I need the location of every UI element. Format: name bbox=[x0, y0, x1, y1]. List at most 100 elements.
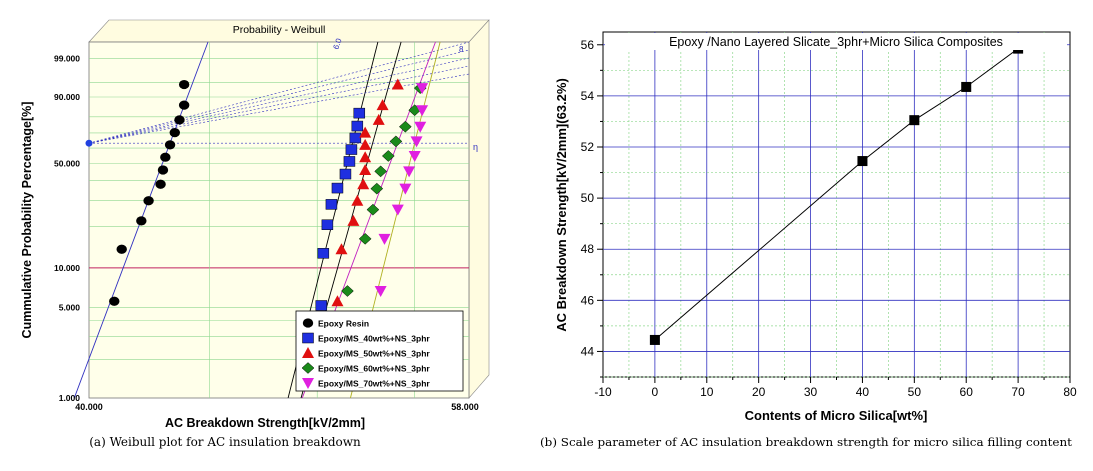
weibull-legend-marker bbox=[302, 378, 314, 389]
weibull-y-tick-labels: 1.000 5.000 10.000 50.000 90.000 99.000 bbox=[54, 54, 80, 403]
line-title-bg bbox=[605, 33, 1067, 50]
line-x-tick-label: 50 bbox=[908, 385, 922, 399]
weibull-point bbox=[351, 194, 364, 206]
weibull-y-tick-label: 90.000 bbox=[54, 92, 80, 102]
weibull-data-points bbox=[109, 78, 429, 311]
weibull-point bbox=[398, 120, 412, 133]
weibull-point bbox=[345, 144, 358, 155]
weibull-point bbox=[178, 100, 190, 110]
weibull-grid bbox=[89, 42, 469, 398]
weibull-point bbox=[414, 121, 427, 133]
line-title: Epoxy /Nano Layered Slicate_3phr+Micro S… bbox=[669, 35, 1003, 49]
line-y-axis-label: AC Breakdown Strength[kV/2mm](63.2%) bbox=[554, 78, 569, 332]
weibull-point bbox=[359, 138, 372, 150]
weibull-legend-label: Epoxy/MS_50wt%+NS_3phr bbox=[318, 349, 430, 359]
weibull-eta-origin-dot bbox=[85, 139, 93, 147]
weibull-point bbox=[349, 132, 362, 144]
weibull-point bbox=[347, 214, 360, 226]
weibull-point bbox=[155, 179, 166, 189]
weibull-point bbox=[169, 128, 180, 138]
weibull-point bbox=[315, 300, 328, 311]
weibull-point bbox=[116, 244, 127, 254]
line-x-tick-label: 80 bbox=[1063, 385, 1077, 399]
weibull-eta-ref-line bbox=[88, 41, 470, 144]
weibull-point bbox=[366, 203, 380, 216]
line-point bbox=[909, 115, 920, 126]
weibull-point bbox=[325, 199, 338, 210]
caption-left: (a) Weibull plot for AC insulation break… bbox=[89, 435, 361, 449]
weibull-point bbox=[391, 78, 404, 90]
weibull-point bbox=[321, 219, 334, 230]
weibull-point bbox=[374, 286, 387, 298]
weibull-point bbox=[359, 164, 372, 176]
weibull-eta-ref-line bbox=[88, 49, 470, 144]
weibull-point bbox=[359, 151, 372, 163]
weibull-legend-marker bbox=[302, 332, 314, 344]
weibull-legend: Epoxy Resin Epoxy/MS_40wt%+NS_3phr Epoxy/M… bbox=[295, 310, 464, 392]
weibull-point bbox=[335, 243, 348, 255]
weibull-point bbox=[353, 107, 366, 119]
weibull-legend-box bbox=[295, 310, 464, 392]
weibull-point bbox=[372, 113, 385, 125]
line-x-tick-label: 10 bbox=[700, 385, 714, 399]
line-point bbox=[857, 156, 868, 167]
line-x-tick-label: 30 bbox=[804, 385, 818, 399]
weibull-y-tick-label: 99.000 bbox=[54, 54, 80, 64]
weibull-title: Probability - Weibull bbox=[233, 24, 326, 36]
weibull-point bbox=[399, 183, 412, 195]
line-x-tick-label: -10 bbox=[594, 385, 612, 399]
line-x-tick-label: 40 bbox=[856, 385, 870, 399]
weibull-point bbox=[359, 126, 372, 138]
weibull-annotation-eta: η bbox=[473, 142, 478, 152]
weibull-point bbox=[109, 296, 120, 306]
weibull-x-axis-label: AC Breakdown Strength[kV/2mm] bbox=[165, 416, 365, 430]
line-y-tick-label: 56 bbox=[581, 38, 595, 52]
weibull-y-tick-label: 1.000 bbox=[59, 393, 81, 403]
weibull-point bbox=[370, 182, 384, 195]
weibull-y-axis-label: Cummulative Probability Percentage[%] bbox=[20, 102, 34, 339]
line-x-tick-label: 0 bbox=[652, 385, 659, 399]
line-y-tick-label: 54 bbox=[581, 89, 595, 103]
line-point bbox=[961, 81, 972, 92]
weibull-eta-ref-line bbox=[88, 73, 470, 144]
line-x-tick-label: 60 bbox=[960, 385, 974, 399]
weibull-point bbox=[374, 165, 388, 178]
weibull-legend-marker bbox=[301, 362, 315, 374]
weibull-annotation-6: 6.0 bbox=[331, 37, 343, 51]
weibull-point bbox=[136, 216, 147, 226]
weibull-eta-ref-line bbox=[88, 65, 470, 144]
weibull-point bbox=[331, 182, 344, 194]
line-x-tick-label: 20 bbox=[752, 385, 766, 399]
weibull-point bbox=[331, 295, 344, 307]
line-y-tick-label: 46 bbox=[581, 293, 595, 307]
weibull-point bbox=[351, 120, 364, 132]
weibull-point bbox=[416, 105, 429, 117]
weibull-point bbox=[317, 248, 330, 259]
weibull-legend-label: Epoxy/MS_40wt%+NS_3phr bbox=[318, 334, 430, 344]
weibull-point bbox=[391, 204, 404, 216]
weibull-y-tick-label: 10.000 bbox=[54, 263, 80, 273]
weibull-point bbox=[410, 136, 423, 148]
line-point bbox=[649, 334, 660, 345]
weibull-point bbox=[143, 196, 154, 206]
weibull-point bbox=[164, 140, 176, 150]
weibull-point bbox=[157, 165, 169, 175]
weibull-point bbox=[381, 150, 395, 162]
weibull-point bbox=[376, 99, 389, 111]
line-y-tick-label: 48 bbox=[581, 242, 595, 256]
weibull-legend-marker bbox=[302, 347, 314, 358]
weibull-legend-label: Epoxy/MS_70wt%+NS_3phr bbox=[318, 379, 430, 389]
weibull-legend-label: Epoxy Resin bbox=[318, 319, 369, 329]
weibull-chart: 1.000 5.000 10.000 50.000 90.000 99.000 Proba… bbox=[0, 0, 520, 430]
weibull-point bbox=[389, 135, 403, 148]
weibull-y-tick-label: 50.000 bbox=[54, 158, 80, 168]
weibull-point bbox=[341, 285, 354, 297]
weibull-point bbox=[178, 79, 190, 90]
line-grid bbox=[603, 32, 1070, 378]
weibull-point bbox=[416, 83, 429, 95]
line-y-tick-label: 44 bbox=[581, 344, 595, 358]
line-chart: -10 0 10 20 30 40 50 60 70 80 44 46 48 50 52 54 56 Epoxy… bbox=[554, 31, 1077, 423]
weibull-legend-label: Epoxy/MS_60wt%+NS_3phr bbox=[318, 364, 430, 374]
weibull-point bbox=[343, 156, 356, 167]
